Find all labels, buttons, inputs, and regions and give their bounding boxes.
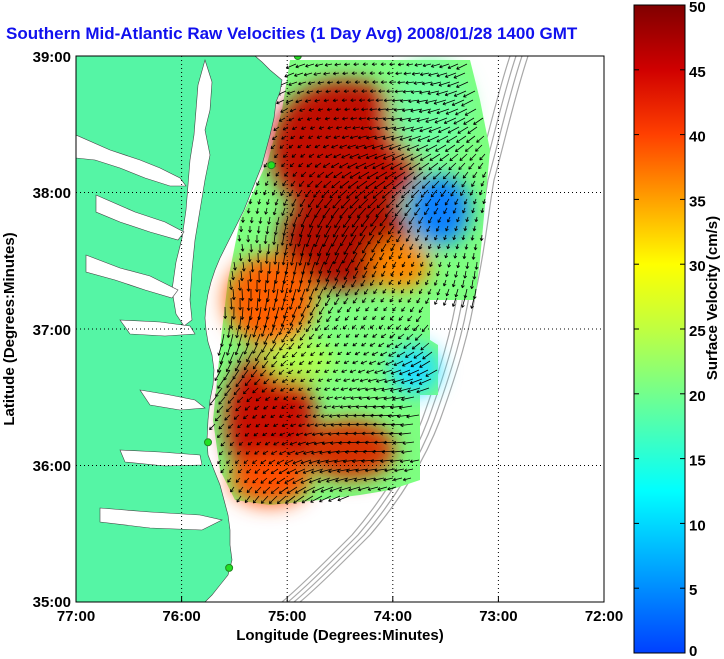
vector-arrows [209,62,487,505]
y-tick-label: 36:00 [33,458,71,475]
map-title: Southern Mid-Atlantic Raw Velocities (1 … [6,24,578,43]
colorbar-tick-label: 30 [689,258,706,275]
colorbar-tick-label: 35 [689,193,706,210]
current-vectors [209,62,487,505]
radar-site-marker [293,56,302,60]
colorbar-tick-label: 20 [689,388,706,405]
colorbar-tick-marks [634,4,685,654]
colorbar-tick-label: 40 [689,129,706,146]
colorbar-tick-label: 0 [689,643,697,659]
radar-site-marker [225,563,234,572]
chesapeake-bay [76,58,223,531]
y-tick-label: 38:00 [33,185,71,202]
y-tick-label: 39:00 [33,49,71,66]
radar-site-marker [204,438,212,447]
radar-site-marker [267,161,276,170]
x-axis-label: Longitude (Degrees:Minutes) [236,627,444,644]
x-tick-label: 74:00 [374,608,412,625]
colorbar-tick-label: 5 [689,582,697,599]
colorbar-label: Surface Velocity (cm/s) [704,216,721,380]
colorbar-tick-label: 50 [689,0,706,16]
grid-lines [76,56,604,602]
x-tick-label: 72:00 [585,608,623,625]
colorbar [633,4,686,654]
radar-site-markers [204,56,302,572]
plot-frame [75,55,605,603]
x-tick-label: 77:00 [57,608,95,625]
colorbar-tick-label: 25 [689,323,706,340]
x-tick-label: 75:00 [268,608,306,625]
velocity-field [213,60,490,505]
x-tick-marks [75,596,605,602]
y-axis-label: Latitude (Degrees:Minutes) [1,232,18,425]
colorbar-tick-label: 45 [689,64,706,81]
colorbar-tick-label: 10 [689,517,706,534]
y-tick-label: 37:00 [33,322,71,339]
x-tick-label: 76:00 [162,608,200,625]
y-tick-label: 35:00 [33,594,71,611]
colorbar-tick-label: 15 [689,453,706,470]
x-tick-label: 73:00 [479,608,517,625]
